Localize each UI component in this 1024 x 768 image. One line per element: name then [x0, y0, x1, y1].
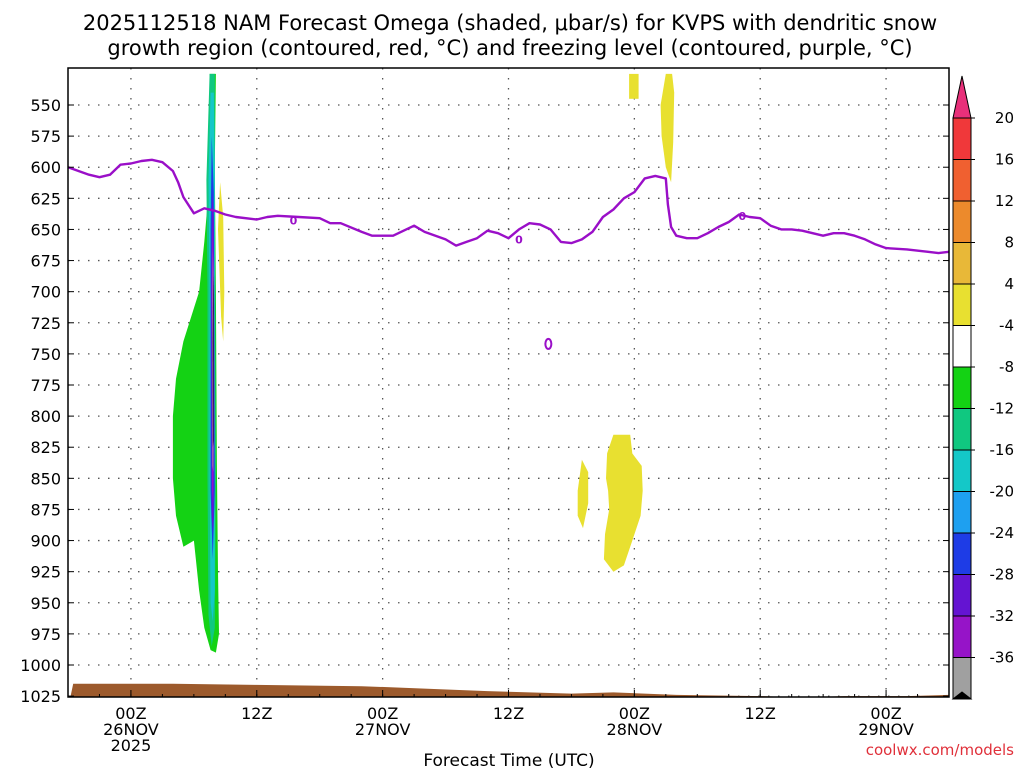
y-tick-label-850: 850 [30, 469, 61, 488]
y-tick-label-575: 575 [30, 127, 61, 146]
y-tick-label-875: 875 [30, 500, 61, 519]
colorbar-label-5: -4 [999, 317, 1014, 335]
colorbar-bin-7 [952, 366, 972, 409]
y-tick-label-800: 800 [30, 407, 61, 426]
plot-area: 0 0 0 [67, 67, 950, 698]
chart-title-line2: growth region (contoured, red, °C) and f… [107, 36, 912, 60]
colorbar-label-13: -36 [990, 649, 1015, 667]
colorbar-bin-13 [952, 615, 972, 658]
chart-title-line1: 2025112518 NAM Forecast Omega (shaded, μ… [83, 11, 937, 35]
x-tick-label-2-1: 00Z [367, 704, 398, 723]
colorbar-bin-8 [952, 408, 972, 451]
x-tick-label-3-1: 12Z [493, 704, 524, 723]
colorbar-bin-1 [952, 117, 972, 160]
colorbar-bin-10 [952, 491, 972, 534]
y-tick-label-775: 775 [30, 376, 61, 395]
colorbar-bin-5 [952, 283, 972, 326]
y-tick-label-625: 625 [30, 189, 61, 208]
y-tick-label-750: 750 [30, 345, 61, 364]
x-tick-label-6-1: 00Z [870, 704, 901, 723]
y-tick-label-825: 825 [30, 438, 61, 457]
colorbar: 20 16 12 8 4 -4 -8 -12 -16 -20 -24 -28 -32 -36 [951, 75, 1015, 700]
y-tick-label-600: 600 [30, 158, 61, 177]
freezing-level-line [68, 158, 949, 255]
colorbar-bin-4 [952, 242, 972, 285]
credit-link[interactable]: coolwx.com/models [866, 741, 1014, 759]
freezing-level-label-2: 0 [739, 210, 747, 223]
x-tick-label-5-1: 12Z [745, 704, 776, 723]
y-tick-label-1000: 1000 [20, 656, 61, 675]
freezing-level-label-1: 0 [515, 233, 523, 246]
colorbar-label-7: -12 [990, 400, 1015, 418]
colorbar-label-3: 8 [1004, 234, 1014, 252]
omega-yellow-lower-a [603, 434, 643, 572]
y-tick-label-925: 925 [30, 563, 61, 582]
colorbar-label-0: 20 [995, 109, 1014, 127]
y-tick-label-700: 700 [30, 283, 61, 302]
colorbar-label-11: -28 [990, 566, 1015, 584]
x-tick-label-0-1: 00Z [115, 704, 146, 723]
colorbar-label-9: -20 [990, 483, 1015, 501]
y-axis: 550 575 600 625 650 675 700 725 750 775 800 825 850 8… [20, 96, 949, 706]
y-tick-label-650: 650 [30, 220, 61, 239]
x-tick-label-2-2: 27NOV [355, 720, 411, 739]
colorbar-bin-3 [952, 200, 972, 243]
colorbar-label-12: -32 [990, 607, 1015, 625]
x-tick-label-4-2: 28NOV [607, 720, 663, 739]
colorbar-bin-11 [952, 532, 972, 575]
freezing-level-closed-contour [544, 337, 553, 350]
colorbar-bin-12 [952, 574, 972, 617]
x-tick-label-0-3: 2025 [111, 736, 152, 755]
y-tick-label-550: 550 [30, 96, 61, 115]
y-tick-label-675: 675 [30, 252, 61, 271]
colorbar-label-8: -16 [990, 441, 1015, 459]
x-tick-label-6-2: 29NOV [858, 720, 914, 739]
colorbar-label-6: -8 [999, 358, 1014, 376]
colorbar-label-2: 12 [995, 192, 1014, 210]
omega-yellow-sinking-left [218, 182, 225, 342]
x-tick-label-0-2: 26NOV [103, 720, 159, 739]
colorbar-bin-9 [952, 449, 972, 492]
omega-yellow-upper-right [660, 73, 675, 183]
y-tick-label-950: 950 [30, 594, 61, 613]
colorbar-bin-6 [952, 325, 972, 368]
colorbar-label-10: -24 [990, 524, 1015, 542]
y-tick-label-725: 725 [30, 314, 61, 333]
omega-yellow-lower-b [577, 459, 589, 529]
colorbar-label-1: 16 [995, 151, 1014, 169]
colorbar-bin-2 [952, 159, 972, 202]
colorbar-label-4: 4 [1004, 275, 1014, 293]
omega-yellow-upper-small [629, 73, 639, 99]
x-tick-label-4-1: 00Z [619, 704, 650, 723]
freezing-level-label-0: 0 [290, 215, 298, 228]
x-tick-label-1-1: 12Z [241, 704, 272, 723]
ground-terrain [70, 683, 949, 697]
y-tick-label-975: 975 [30, 625, 61, 644]
y-tick-label-900: 900 [30, 532, 61, 551]
x-axis-label: Forecast Time (UTC) [423, 751, 594, 768]
omega-black-core [212, 273, 214, 448]
colorbar-bottom-arrow [951, 691, 973, 700]
plot-inner: 0 0 0 [68, 68, 949, 697]
y-tick-label-1025: 1025 [20, 687, 61, 706]
